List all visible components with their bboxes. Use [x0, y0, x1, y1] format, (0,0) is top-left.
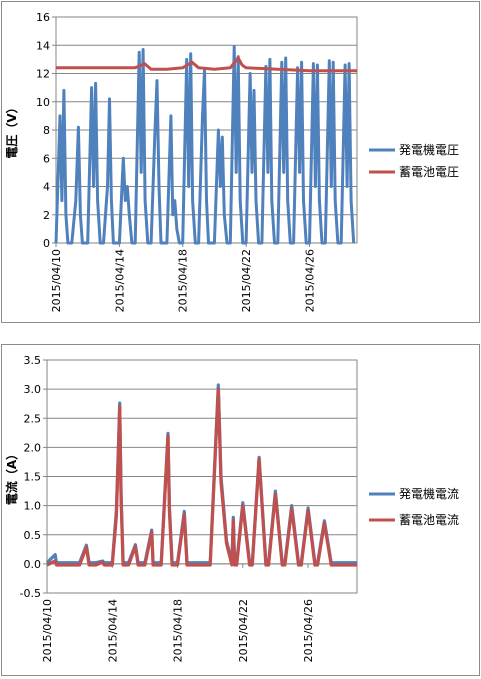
x-tick-label: 2015/04/18: [177, 249, 190, 312]
y-tick-label: 10: [36, 96, 50, 109]
y-tick-label: 3.5: [24, 354, 42, 367]
y-tick-label: 3.0: [24, 383, 42, 396]
y-tick-label: 4: [43, 181, 50, 194]
series-line-2: [56, 56, 357, 73]
y-tick-label: 2.5: [24, 412, 42, 425]
series-line-1: [54, 45, 356, 245]
y-axis-title: 電圧（V）: [4, 101, 19, 158]
x-tick-label: 2015/04/14: [113, 249, 126, 312]
legend-label-2: 蓄電池電流: [399, 513, 459, 527]
y-tick-label: 1.5: [24, 471, 42, 484]
y-tick-label: 2: [43, 209, 50, 222]
x-tick-label: 2015/04/14: [106, 599, 119, 662]
legend-label-1: 発電機電流: [399, 486, 459, 501]
y-tick-label: 0.5: [24, 529, 42, 542]
y-tick-label: 1.0: [24, 500, 42, 513]
voltage-chart-panel: 0 2 4 6 8 10 12 14 16 2015/04/10 2015/04/14 2015/04…: [1, 1, 480, 323]
current-chart: -0.5 0.0 0.5 1.0 1.5 2.0 2.5 3.0 3.5 2015/04/10 20…: [4, 354, 459, 662]
series-line-2: [46, 387, 357, 567]
y-tick-label: 14: [36, 39, 50, 52]
y-tick-label: 6: [43, 152, 50, 165]
y-tick-label: 16: [36, 11, 50, 24]
x-tick-label: 2015/04/26: [303, 249, 316, 312]
x-tick-label: 2015/04/22: [240, 249, 253, 312]
x-tick-label: 2015/04/26: [302, 599, 315, 662]
x-tick-label: 2015/04/10: [41, 599, 54, 662]
y-tick-label: 12: [36, 68, 50, 81]
x-tick-label: 2015/04/22: [237, 599, 250, 662]
y-tick-label: 0.0: [24, 558, 42, 571]
legend-label-2: 蓄電池電圧: [399, 165, 459, 179]
x-tick-label: 2015/04/10: [50, 249, 63, 312]
voltage-chart: 0 2 4 6 8 10 12 14 16 2015/04/10 2015/04/14 2015/04…: [4, 11, 459, 312]
current-chart-panel: -0.5 0.0 0.5 1.0 1.5 2.0 2.5 3.0 3.5 2015/04/10 20…: [1, 344, 480, 676]
y-tick-label: 0: [43, 237, 50, 250]
y-axis-title: 電流（A）: [4, 448, 19, 505]
y-tick-label: 2.0: [24, 441, 42, 454]
x-tick-label: 2015/04/18: [172, 599, 185, 662]
y-tick-label: 8: [43, 124, 50, 137]
y-tick-label: -0.5: [20, 587, 41, 600]
legend-label-1: 発電機電圧: [399, 142, 459, 157]
